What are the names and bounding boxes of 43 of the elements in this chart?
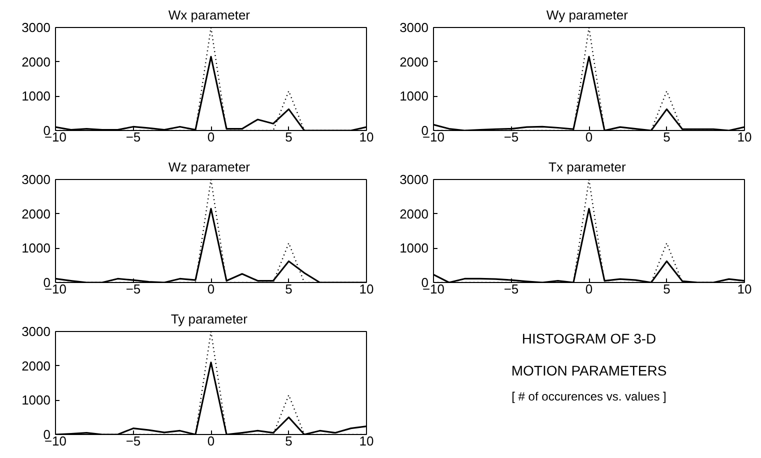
y-tick-label: 2000: [22, 206, 50, 222]
x-tick-label: 5: [663, 130, 670, 144]
y-tick-label: 1000: [22, 88, 50, 104]
y-tick-label: 1000: [400, 240, 428, 256]
chart-title: Ty parameter: [170, 312, 248, 326]
y-tick-label: 3000: [400, 172, 428, 187]
x-tick-label: 0: [207, 130, 215, 144]
chart-title: Wy parameter: [546, 8, 629, 22]
x-tick-label: 5: [663, 282, 670, 296]
x-tick-label: 10: [359, 434, 374, 448]
x-tick-label: 10: [737, 282, 752, 296]
chart-title: Tx parameter: [548, 160, 627, 174]
x-tick-label: 10: [359, 282, 374, 296]
x-tick-label: 0: [585, 130, 593, 144]
y-tick-label: 2000: [400, 54, 428, 70]
y-tick-label: 1000: [22, 392, 50, 408]
x-tick-label: 5: [285, 282, 292, 296]
x-tick-label: −5: [504, 130, 519, 144]
y-tick-label: 3000: [22, 324, 50, 339]
y-tick-label: 3000: [400, 20, 428, 35]
y-tick-label: 1000: [22, 240, 50, 256]
y-tick-label: 2000: [22, 358, 50, 374]
x-tick-label: 5: [285, 130, 292, 144]
text: MOTION PARAMETERS: [511, 362, 667, 379]
x-tick-label: −5: [126, 130, 141, 144]
chart-title: Wz parameter: [168, 160, 251, 174]
x-tick-label: −5: [504, 282, 519, 296]
y-tick-label: 2000: [22, 54, 50, 70]
text: [ # of occurences vs. values ]: [512, 389, 666, 404]
x-tick-label: 0: [207, 282, 215, 296]
x-tick-label: −5: [126, 434, 141, 448]
y-tick-label: 2000: [400, 206, 428, 222]
x-tick-label: 10: [359, 130, 374, 144]
y-tick-label: 1000: [400, 88, 428, 104]
chart-title: Wx parameter: [168, 8, 251, 22]
text: HISTOGRAM OF 3-D: [522, 330, 656, 347]
x-tick-label: −5: [126, 282, 141, 296]
x-tick-label: 10: [737, 130, 752, 144]
x-tick-label: 0: [585, 282, 593, 296]
x-tick-label: 0: [207, 434, 215, 448]
y-tick-label: 3000: [22, 172, 50, 187]
x-tick-label: 5: [285, 434, 292, 448]
y-tick-label: 3000: [22, 20, 50, 35]
